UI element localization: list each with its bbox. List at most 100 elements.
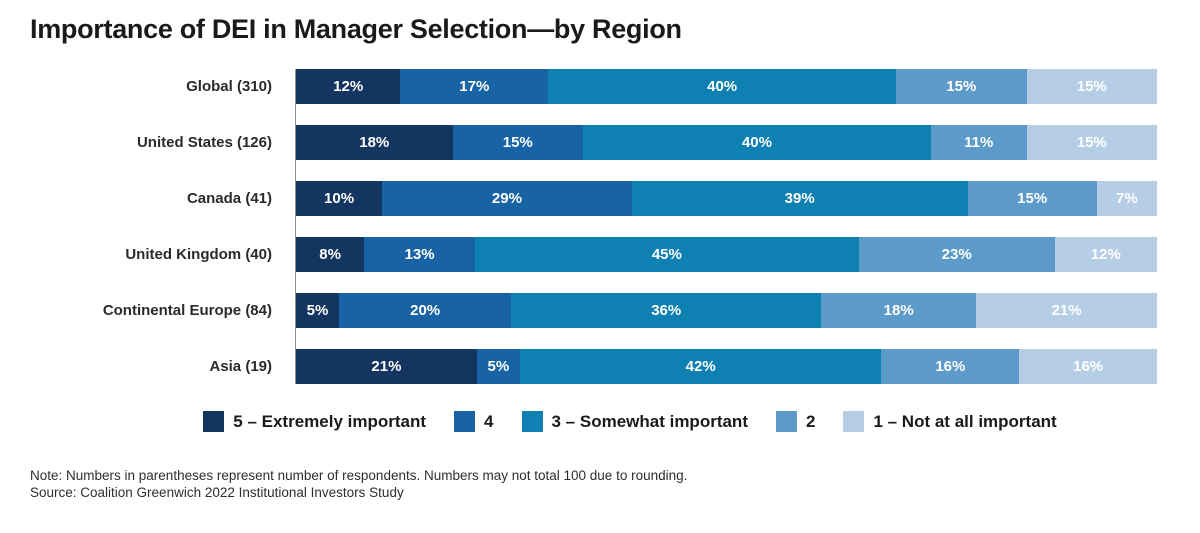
bar: 21% 5% 42% 16% 16% — [296, 349, 1158, 384]
chart-row: Global (310) 12% 17% 40% 15% 15% — [0, 69, 1200, 104]
legend-item: 4 — [454, 411, 494, 432]
bar: 18% 15% 40% 11% 15% — [296, 125, 1157, 160]
bar-segment: 10% — [296, 181, 383, 216]
segment-value: 8% — [319, 246, 341, 263]
row-label: Asia (19) — [209, 358, 272, 375]
bar-segment: 16% — [1019, 349, 1158, 384]
segment-value: 18% — [359, 134, 390, 151]
bar-segment: 13% — [364, 237, 476, 272]
bar-segment: 7% — [1096, 181, 1157, 216]
source-text: Source: Coalition Greenwich 2022 Institu… — [30, 484, 404, 500]
bar-segment: 15% — [452, 125, 583, 160]
note-text: Note: Numbers in parentheses represent n… — [30, 468, 688, 483]
bar-segment: 16% — [881, 349, 1020, 384]
segment-value: 15% — [946, 78, 977, 95]
segment-value: 15% — [1017, 190, 1048, 207]
row-label: United States (126) — [136, 134, 272, 151]
segment-value: 12% — [1090, 246, 1121, 263]
bar-chart: Global (310) 12% 17% 40% 15% 15% United States… — [0, 69, 1200, 384]
legend-item: 2 — [775, 411, 816, 432]
segment-value: 42% — [685, 358, 716, 375]
bar-segment: 5% — [476, 349, 520, 384]
legend-label: 2 — [805, 411, 816, 431]
segment-value: 5% — [487, 358, 510, 375]
bar-segment: 29% — [382, 181, 632, 216]
segment-value: 10% — [324, 190, 355, 207]
bar: 5% 20% 36% 18% 21% — [296, 293, 1157, 328]
bar-segment: 18% — [296, 125, 453, 160]
bar-segment: 40% — [548, 69, 897, 104]
legend-label: 3 – Somewhat important — [551, 411, 748, 431]
segment-value: 39% — [784, 190, 815, 207]
bar-segment: 23% — [858, 237, 1055, 272]
legend-swatch — [843, 411, 865, 432]
legend-swatch — [521, 411, 543, 432]
bar-segment: 8% — [296, 237, 365, 272]
legend-item: 5 – Extremely important — [203, 411, 426, 432]
segment-value: 15% — [1076, 134, 1107, 151]
bar-segment: 15% — [1026, 69, 1157, 104]
legend-label: 4 — [484, 411, 494, 431]
segment-value: 40% — [707, 78, 738, 95]
segment-value: 11% — [964, 134, 994, 151]
segment-value: 21% — [371, 358, 402, 375]
bar: 10% 29% 39% 15% 7% — [296, 181, 1157, 216]
segment-value: 18% — [883, 302, 914, 319]
row-label: Canada (41) — [186, 190, 272, 207]
bar-segment: 36% — [511, 293, 822, 328]
bar-segment: 15% — [896, 69, 1027, 104]
segment-value: 17% — [459, 78, 490, 95]
segment-value: 23% — [941, 246, 972, 263]
chart-row: United Kingdom (40) 8% 13% 45% 23% 12% — [0, 237, 1200, 272]
row-label: Continental Europe (84) — [102, 302, 272, 319]
bar-segment: 5% — [296, 293, 340, 328]
segment-value: 15% — [1076, 78, 1107, 95]
bar: 8% 13% 45% 23% 12% — [296, 237, 1157, 272]
legend-label: 1 – Not at all important — [873, 411, 1057, 431]
legend-item: 3 – Somewhat important — [521, 411, 748, 432]
row-label: Global (310) — [186, 78, 272, 95]
legend-swatch — [454, 411, 476, 432]
segment-value: 20% — [410, 302, 441, 319]
bar-segment: 18% — [821, 293, 977, 328]
segment-value: 13% — [404, 246, 435, 263]
legend-swatch — [775, 411, 797, 432]
legend-item: 1 – Not at all important — [843, 411, 1057, 432]
bar-segment: 45% — [475, 237, 859, 272]
segment-value: 40% — [741, 134, 772, 151]
segment-value: 16% — [935, 358, 966, 375]
bar-segment: 15% — [1026, 125, 1157, 160]
segment-value: 29% — [491, 190, 522, 207]
legend: 5 – Extremely important 4 3 – Somewhat imp… — [0, 411, 1200, 432]
row-label: United Kingdom (40) — [125, 246, 272, 263]
segment-value: 16% — [1073, 358, 1104, 375]
segment-value: 12% — [333, 78, 364, 95]
page-title: Importance of DEI in Manager Selection—b… — [30, 14, 682, 44]
chart-row: Canada (41) 10% 29% 39% 15% 7% — [0, 181, 1200, 216]
footer: Note: Numbers in parentheses represent n… — [30, 468, 1200, 502]
chart-row: Asia (19) 21% 5% 42% 16% 16% — [0, 349, 1200, 384]
bar-segment: 40% — [583, 125, 931, 160]
bar-segment: 12% — [296, 69, 401, 104]
bar-segment: 17% — [400, 69, 549, 104]
legend-label: 5 – Extremely important — [233, 411, 427, 431]
bar-segment: 21% — [976, 293, 1157, 328]
segment-value: 5% — [306, 302, 329, 319]
chart-row: Continental Europe (84) 5% 20% 36% 18% 21% — [0, 293, 1200, 328]
chart-row: United States (126) 18% 15% 40% 11% 15% — [0, 125, 1200, 160]
bar-segment: 12% — [1054, 237, 1157, 272]
bar-segment: 39% — [631, 181, 968, 216]
segment-value: 21% — [1051, 302, 1082, 319]
bar-segment: 20% — [339, 293, 512, 328]
segment-value: 7% — [1116, 190, 1138, 207]
legend-swatch — [203, 411, 225, 432]
segment-value: 36% — [651, 302, 682, 319]
bar-segment: 42% — [519, 349, 882, 384]
axis-line — [295, 69, 296, 384]
bar: 12% 17% 40% 15% 15% — [296, 69, 1157, 104]
bar-segment: 21% — [296, 349, 477, 384]
segment-value: 15% — [502, 134, 533, 151]
bar-segment: 15% — [967, 181, 1097, 216]
segment-value: 45% — [651, 246, 682, 263]
